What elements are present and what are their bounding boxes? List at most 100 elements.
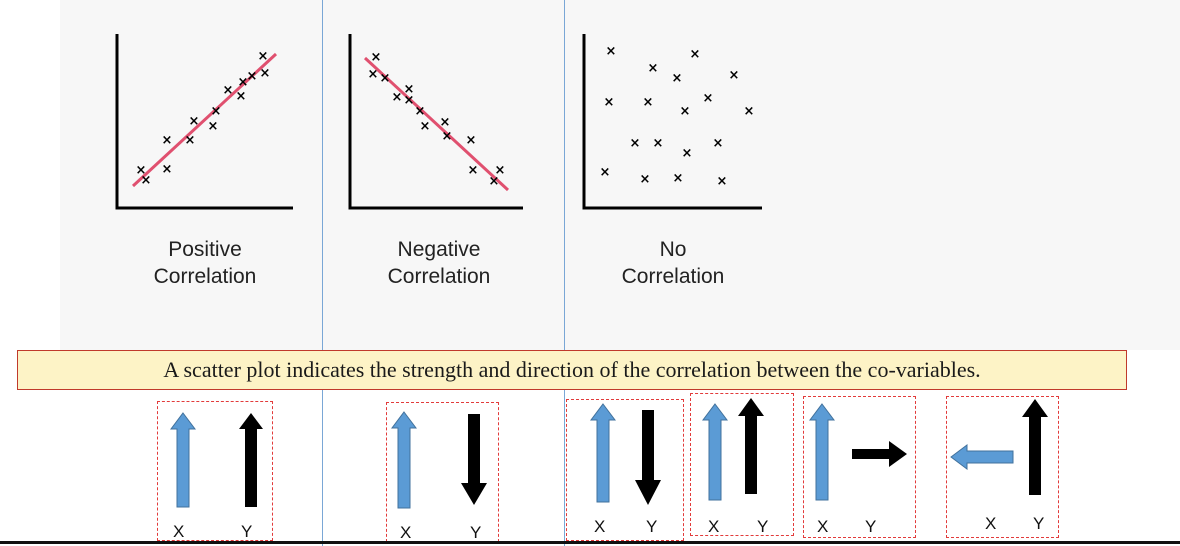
y-label: Y — [865, 517, 877, 536]
point: × — [468, 163, 479, 178]
label-line2: Correlation — [387, 265, 491, 288]
axes — [582, 34, 762, 210]
y-label: Y — [470, 523, 482, 542]
y-arrow-up — [1022, 399, 1048, 495]
data-points: × × × × × × × × × × × × × × — [136, 49, 271, 188]
label-positive-correlation: Positive Correlation — [95, 236, 315, 290]
data-points: × × × × × × × × × × × × × × — [368, 50, 506, 189]
point: × — [162, 162, 173, 177]
arrow-pair-1: X Y — [157, 401, 273, 541]
label-line1: Positive — [168, 238, 242, 261]
x-arrow-up — [702, 403, 728, 501]
point: × — [713, 136, 724, 151]
arrow-pair-graphic — [809, 403, 907, 501]
arrow-pair-6: X Y — [946, 396, 1059, 538]
bottom-rule — [0, 541, 1180, 544]
point: × — [672, 71, 683, 86]
y-label: Y — [1033, 514, 1045, 533]
arrow-pair-graphic — [391, 411, 487, 509]
y-arrow-up — [738, 398, 764, 494]
x-label: X — [708, 517, 720, 536]
point: × — [236, 89, 247, 104]
point: × — [247, 69, 258, 84]
trend-line — [131, 52, 278, 188]
y-label: Y — [757, 517, 769, 536]
point: × — [136, 163, 147, 178]
data-points: × × × × × × × × × × × × × × × × × × — [600, 44, 755, 189]
point: × — [690, 47, 701, 62]
axes — [115, 34, 293, 210]
panel-positive-bg — [60, 0, 322, 350]
x-arrow-up — [809, 403, 835, 501]
arrow-pair-4: X Y — [690, 393, 794, 536]
point: × — [673, 171, 684, 186]
point: × — [260, 66, 271, 81]
y-label: Y — [646, 517, 658, 536]
scatter-plot-no-correlation: × × × × × × × × × × × × × × × × × × — [582, 34, 762, 210]
axes — [348, 34, 523, 210]
point: × — [703, 91, 714, 106]
arrow-pair-5: X Y — [803, 396, 916, 538]
x-label: X — [173, 522, 185, 541]
point: × — [211, 104, 222, 119]
point: × — [729, 68, 740, 83]
point: × — [440, 115, 451, 130]
point: × — [653, 136, 664, 151]
panel-none-bg — [565, 0, 1180, 350]
x-arrow-up — [170, 412, 196, 508]
y-arrow-down — [461, 414, 487, 505]
arrow-pair-graphic — [702, 398, 764, 501]
point: × — [680, 104, 691, 119]
point: × — [466, 133, 477, 148]
point: × — [420, 119, 431, 134]
point: × — [600, 165, 611, 180]
point: × — [258, 49, 269, 64]
panel-negative-bg — [323, 0, 564, 350]
label-negative-correlation: Negative Correlation — [329, 236, 549, 290]
point: × — [640, 172, 651, 187]
arrow-pair-graphic — [950, 399, 1048, 495]
arrow-pair-3: X Y — [566, 399, 684, 541]
point: × — [162, 133, 173, 148]
caption-banner: A scatter plot indicates the strength an… — [17, 350, 1127, 390]
y-arrow-up — [239, 413, 263, 507]
x-label: X — [817, 517, 829, 536]
point: × — [442, 129, 453, 144]
label-line2: Correlation — [621, 265, 725, 288]
point: × — [380, 71, 391, 86]
point: × — [630, 136, 641, 151]
y-arrow-right — [852, 441, 907, 467]
label-line1: Negative — [397, 238, 481, 261]
arrow-pair-graphic — [590, 403, 661, 505]
x-arrow-up — [391, 411, 417, 509]
divider-left — [322, 0, 323, 546]
point: × — [744, 104, 755, 119]
point: × — [141, 173, 152, 188]
label-no-correlation: No Correlation — [563, 236, 783, 290]
divider-right — [564, 0, 565, 546]
point: × — [185, 133, 196, 148]
point: × — [223, 83, 234, 98]
y-label: Y — [241, 522, 253, 541]
point: × — [371, 50, 382, 65]
x-label: X — [985, 514, 997, 533]
arrow-pair-2: X Y — [386, 402, 499, 542]
point: × — [208, 119, 219, 134]
x-arrow-up — [590, 403, 616, 503]
point: × — [717, 174, 728, 189]
scatter-plot-negative: × × × × × × × × × × × × × × — [348, 34, 523, 210]
scatter-plot-positive: × × × × × × × × × × × × × × — [115, 34, 293, 210]
point: × — [643, 95, 654, 110]
point: × — [648, 61, 659, 76]
point: × — [489, 174, 500, 189]
point: × — [415, 104, 426, 119]
point: × — [495, 163, 506, 178]
x-label: X — [400, 523, 412, 542]
point: × — [368, 67, 379, 82]
arrow-pair-graphic — [170, 412, 263, 508]
label-line2: Correlation — [153, 265, 257, 288]
trend-line — [363, 56, 510, 192]
point: × — [238, 75, 249, 90]
point: × — [606, 44, 617, 59]
x-arrow-left — [950, 444, 1014, 470]
